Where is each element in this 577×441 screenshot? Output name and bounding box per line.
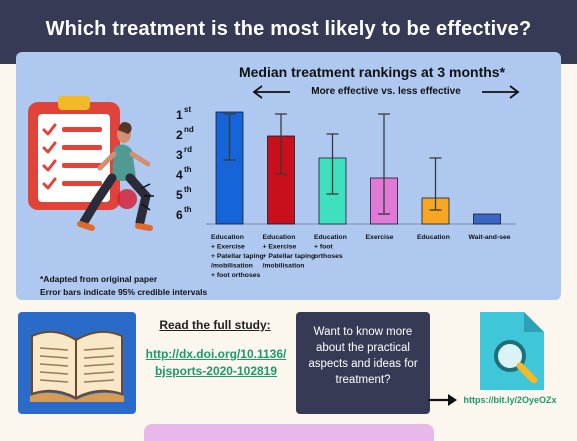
- chart-subtitle: More effective vs. less effective: [311, 86, 461, 97]
- rank-suffix: th: [184, 205, 192, 214]
- footnote-adapted: *Adapted from original paper: [40, 274, 158, 284]
- question-text: Want to know more about the practical as…: [308, 326, 418, 386]
- rank-label: 1: [176, 108, 183, 122]
- short-link[interactable]: https://bit.ly/2OyeOZx: [463, 395, 557, 405]
- document-search-icon: [480, 312, 544, 390]
- rank-suffix: st: [184, 105, 191, 114]
- effectiveness-direction: More effective vs. less effective: [252, 84, 520, 100]
- category-label: + foot: [314, 244, 333, 251]
- open-book-icon: [30, 330, 124, 402]
- book-panel: [18, 312, 136, 414]
- category-label: + Exercise: [211, 244, 245, 251]
- rank-label: 5: [176, 188, 183, 202]
- clipboard-runner-illustration: [28, 96, 154, 231]
- arrow-to-link-icon: [428, 394, 457, 406]
- rank-suffix: th: [184, 165, 192, 174]
- category-label: /mobilisation: [263, 263, 305, 270]
- study-doi-link[interactable]: http://dx.doi.org/10.1136/bjsports-2020-…: [145, 347, 287, 378]
- bar: [473, 213, 501, 225]
- rank-suffix: th: [184, 185, 192, 194]
- rank-label: 6: [176, 208, 183, 222]
- category-label: + foot orthoses: [211, 272, 261, 279]
- study-label: Read the full study:: [159, 318, 271, 332]
- bottom-bar: [144, 424, 434, 441]
- page-title: Which treatment is the most likely to be…: [45, 18, 532, 40]
- rank-suffix: nd: [184, 125, 194, 134]
- footnote-error-bars: Error bars indicate 95% credible interva…: [40, 287, 208, 297]
- rank-suffix: rd: [184, 145, 192, 154]
- runner-figure: [77, 122, 154, 231]
- question-box: Want to know more about the practical as…: [296, 312, 430, 414]
- rank-label: 3: [176, 148, 183, 162]
- category-label: /mobilisation: [211, 263, 253, 270]
- rank-label: 2: [176, 128, 183, 142]
- category-label: orthoses: [314, 253, 343, 260]
- arrow-right-icon: [509, 85, 520, 99]
- category-label: + Exercise: [263, 244, 297, 251]
- category-label: + Patellar taping: [211, 253, 264, 260]
- category-label: + Patellar taping: [263, 253, 316, 260]
- category-label: Education: [314, 234, 347, 241]
- category-label: Exercise: [366, 234, 394, 241]
- category-label: Wait-and-see: [469, 234, 511, 241]
- category-label: Education: [417, 234, 450, 241]
- category-label: Education: [211, 234, 244, 241]
- rank-label: 4: [176, 168, 183, 182]
- category-label: Education: [263, 234, 296, 241]
- chart-title: Median treatment rankings at 3 months*: [238, 64, 506, 80]
